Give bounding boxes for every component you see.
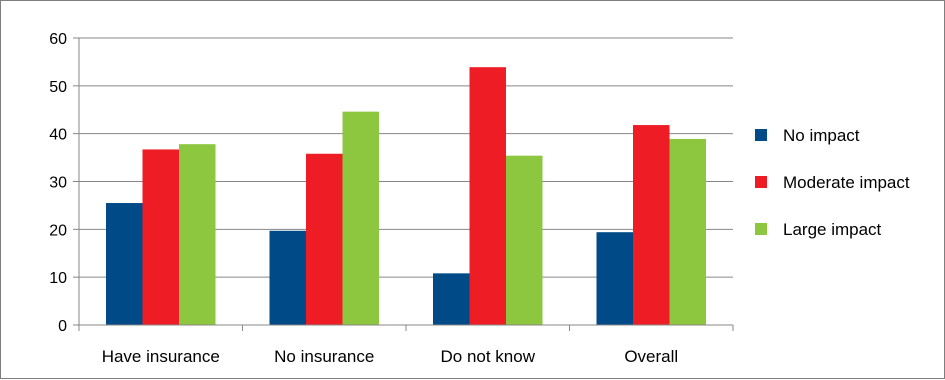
bar-large-impact xyxy=(179,144,216,325)
legend-swatch xyxy=(755,223,767,235)
legend-label: Moderate impact xyxy=(783,173,910,192)
bar-no-impact xyxy=(106,203,143,325)
y-tick-label: 40 xyxy=(49,127,67,144)
legend: No impact Moderate impact Large impact xyxy=(755,126,910,239)
bar-moderate-impact xyxy=(469,67,506,326)
x-tick-labels: Have insurance No insurance Do not know Ove… xyxy=(102,347,678,366)
bar-no-impact xyxy=(433,273,470,325)
y-tick-label: 0 xyxy=(58,318,67,335)
y-tick-label: 60 xyxy=(49,31,67,48)
x-tick-label: Have insurance xyxy=(102,347,220,366)
bar-moderate-impact xyxy=(633,125,670,325)
bars xyxy=(106,67,706,326)
bar-large-impact xyxy=(506,155,543,325)
bar-large-impact xyxy=(669,138,706,325)
bar-moderate-impact xyxy=(306,153,343,325)
axes xyxy=(73,37,734,331)
y-tick-labels: 0 10 20 30 40 50 60 xyxy=(49,31,67,335)
y-tick-label: 50 xyxy=(49,79,67,96)
legend-swatch xyxy=(755,176,767,188)
bar-large-impact xyxy=(342,111,379,325)
x-tick-label: Overall xyxy=(624,347,678,366)
bar-moderate-impact xyxy=(142,149,179,325)
x-tick-label: No insurance xyxy=(274,347,374,366)
y-tick-label: 20 xyxy=(49,222,67,239)
bar-no-impact xyxy=(596,232,633,325)
y-tick-label: 10 xyxy=(49,270,67,287)
legend-label: No impact xyxy=(783,126,860,145)
legend-swatch xyxy=(755,129,767,141)
bar-no-impact xyxy=(269,230,306,325)
x-tick-label: Do not know xyxy=(441,347,536,366)
legend-label: Large impact xyxy=(783,220,882,239)
y-tick-label: 30 xyxy=(49,175,67,192)
